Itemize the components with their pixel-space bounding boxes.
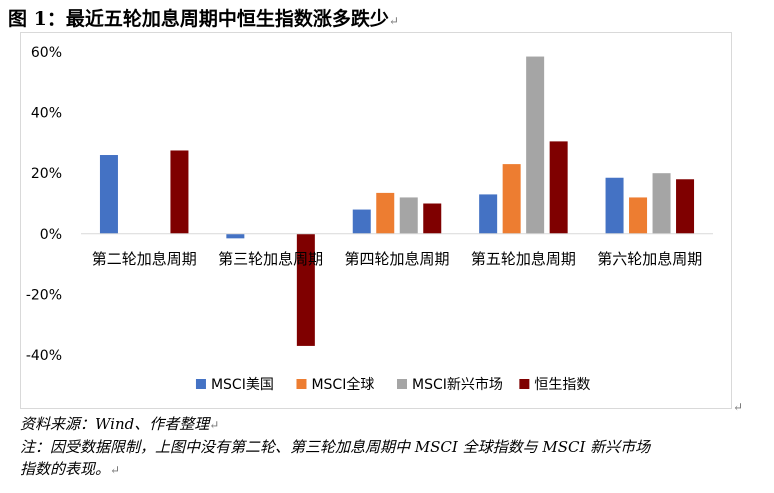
- legend-swatch: [195, 379, 206, 389]
- return-mark: ↵: [733, 400, 744, 414]
- bar: [99, 155, 118, 234]
- bar: [526, 56, 545, 234]
- y-tick-label: -40%: [26, 348, 62, 364]
- category-label: 第二轮加息周期: [92, 250, 197, 268]
- y-tick-label: -20%: [26, 287, 62, 303]
- bar: [629, 197, 648, 234]
- source-line: 资料来源：Wind、作者整理↵: [20, 413, 770, 436]
- category-label: 第六轮加息周期: [597, 250, 702, 268]
- legend-swatch: [519, 379, 530, 389]
- legend-label: MSCI全球: [311, 376, 374, 393]
- return-mark: ↵: [110, 463, 121, 477]
- bar: [376, 192, 395, 234]
- y-tick-label: 20%: [31, 166, 62, 182]
- bar: [296, 233, 315, 346]
- legend-swatch: [397, 379, 407, 389]
- y-tick-label: 60%: [31, 45, 62, 61]
- legend-swatch: [296, 379, 307, 389]
- note-line-2: 指数的表现。↵: [20, 458, 770, 481]
- figure-title-text: 图 1：最近五轮加息周期中恒生指数涨多跌少: [8, 8, 389, 30]
- return-mark: ↵: [388, 14, 399, 28]
- figure-title: 图 1：最近五轮加息周期中恒生指数涨多跌少↵: [8, 4, 399, 31]
- bar: [423, 203, 442, 234]
- figure-footer: 资料来源：Wind、作者整理↵ 注：因受数据限制，上图中没有第二轮、第三轮加息周…: [20, 413, 770, 481]
- legend-label: 恒生指数: [534, 377, 590, 393]
- bar: [170, 150, 189, 234]
- bar: [549, 141, 568, 234]
- bar: [479, 194, 498, 234]
- note-text-1: 注：因受数据限制，上图中没有第二轮、第三轮加息周期中 MSCI 全球指数与 MS…: [20, 438, 651, 456]
- y-tick-label: 0%: [40, 227, 62, 243]
- bar: [652, 173, 671, 234]
- bar: [676, 179, 695, 234]
- category-label: 第三轮加息周期: [218, 250, 323, 268]
- bar: [399, 197, 418, 234]
- bar: [226, 233, 245, 239]
- bar: [352, 209, 371, 234]
- bar: [605, 177, 624, 234]
- legend-label: MSCI美国: [211, 377, 274, 393]
- y-tick-label: 40%: [31, 106, 62, 122]
- note-line-1: 注：因受数据限制，上图中没有第二轮、第三轮加息周期中 MSCI 全球指数与 MS…: [20, 436, 770, 458]
- note-text-2: 指数的表现。: [20, 460, 111, 478]
- bar: [502, 164, 521, 234]
- chart-frame: 60% 40% 20% 0% -20% -40% 第二轮加息周期 第三轮加息周期 第四轮加息周期…: [20, 32, 732, 409]
- category-label: 第四轮加息周期: [344, 250, 449, 268]
- return-mark: ↵: [209, 418, 220, 432]
- source-text: 资料来源：Wind、作者整理: [20, 415, 210, 433]
- bar-chart: 60% 40% 20% 0% -20% -40% 第二轮加息周期 第三轮加息周期 第四轮加息周期…: [26, 45, 713, 393]
- category-label: 第五轮加息周期: [471, 250, 576, 268]
- legend-label: MSCI新兴市场: [412, 376, 503, 393]
